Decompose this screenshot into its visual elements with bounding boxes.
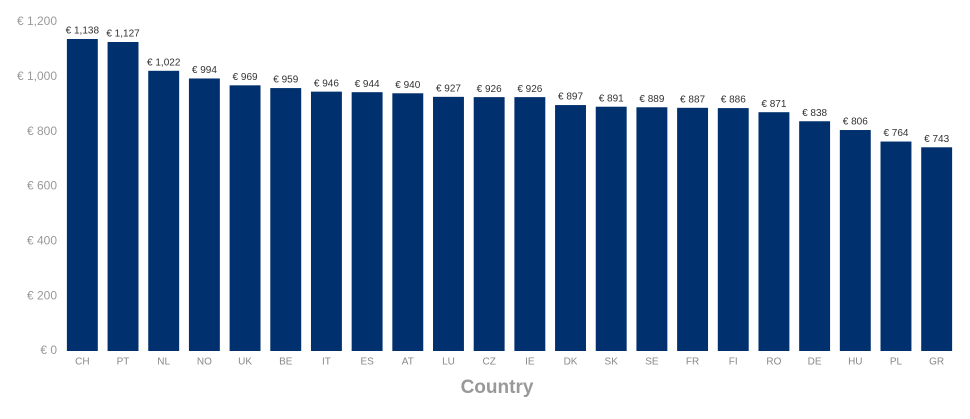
value-label: € 806 xyxy=(843,117,868,128)
bar xyxy=(921,147,953,351)
bar xyxy=(677,107,709,351)
x-tick-label: PL xyxy=(890,357,903,368)
y-tick-label: € 800 xyxy=(27,124,57,138)
value-label: € 940 xyxy=(395,80,420,91)
x-tick-label: NL xyxy=(157,357,170,368)
y-tick-label: € 200 xyxy=(27,288,57,302)
x-tick-label: SE xyxy=(645,357,659,368)
value-label: € 1,127 xyxy=(106,29,140,40)
x-tick-label: NO xyxy=(197,357,212,368)
value-label: € 891 xyxy=(599,93,624,104)
bar xyxy=(758,112,790,351)
value-label: € 927 xyxy=(436,83,461,94)
x-tick-label: ES xyxy=(360,357,374,368)
bar xyxy=(717,108,749,351)
x-tick-label: UK xyxy=(238,357,252,368)
bar xyxy=(270,88,302,352)
bar xyxy=(351,92,383,351)
x-tick-label: RO xyxy=(766,357,781,368)
x-tick-label: SK xyxy=(605,357,619,368)
bar xyxy=(514,97,546,351)
value-label: € 889 xyxy=(639,94,664,105)
value-label: € 994 xyxy=(192,65,217,76)
value-label: € 946 xyxy=(314,78,339,89)
bar xyxy=(310,91,342,351)
value-label: € 1,022 xyxy=(147,57,181,68)
x-tick-label: BE xyxy=(279,357,293,368)
value-label: € 969 xyxy=(233,72,258,83)
y-tick-label: € 600 xyxy=(27,179,57,193)
value-label: € 959 xyxy=(273,75,298,86)
bar xyxy=(148,70,180,351)
y-tick-label: € 1,200 xyxy=(17,14,57,28)
bar xyxy=(636,107,668,351)
value-label: € 743 xyxy=(924,134,949,145)
value-label: € 764 xyxy=(883,128,908,139)
x-tick-label: DE xyxy=(808,357,822,368)
value-label: € 926 xyxy=(517,84,542,95)
value-label: € 944 xyxy=(355,79,380,90)
value-label: € 887 xyxy=(680,94,705,105)
value-label: € 897 xyxy=(558,92,583,103)
x-tick-label: HU xyxy=(848,357,862,368)
x-tick-label: PT xyxy=(117,357,130,368)
y-tick-label: € 400 xyxy=(27,234,57,248)
bar xyxy=(392,93,424,352)
x-tick-label: FR xyxy=(686,357,699,368)
y-tick-label: € 0 xyxy=(40,343,57,357)
bar xyxy=(188,78,220,351)
x-axis-title: Country xyxy=(461,377,534,398)
x-tick-label: AT xyxy=(402,357,414,368)
bar xyxy=(66,38,98,352)
bar xyxy=(229,85,261,352)
value-label: € 886 xyxy=(721,95,746,106)
value-label: € 1,138 xyxy=(66,26,100,37)
bar xyxy=(839,130,871,351)
bar xyxy=(433,96,464,351)
bar xyxy=(107,42,139,352)
bar xyxy=(880,141,912,351)
bar xyxy=(799,121,831,351)
bar xyxy=(473,97,505,351)
bar xyxy=(595,106,627,351)
x-tick-label: CH xyxy=(75,357,89,368)
x-tick-label: IE xyxy=(525,357,535,368)
x-tick-label: GR xyxy=(929,357,944,368)
value-label: € 926 xyxy=(477,84,502,95)
x-tick-label: LU xyxy=(442,357,455,368)
bar xyxy=(555,105,586,351)
x-tick-label: DK xyxy=(564,357,578,368)
value-label: € 871 xyxy=(761,99,786,110)
x-tick-label: CZ xyxy=(482,357,495,368)
y-tick-label: € 1,000 xyxy=(17,69,57,83)
x-tick-label: FI xyxy=(729,357,738,368)
x-tick-label: IT xyxy=(322,357,331,368)
value-label: € 838 xyxy=(802,108,827,119)
